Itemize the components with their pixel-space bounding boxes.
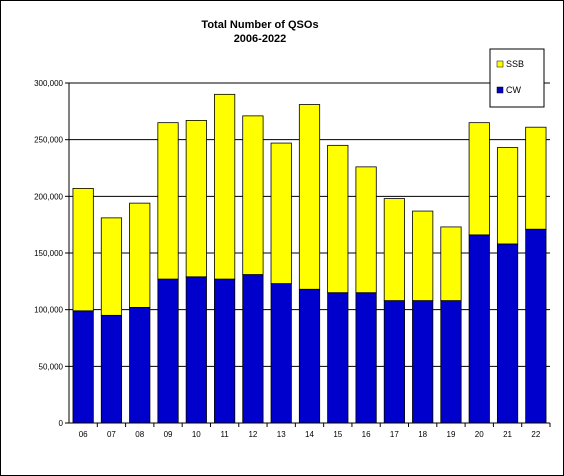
axes (68, 83, 550, 424)
x-tick-label: 06 (79, 430, 88, 439)
x-tick-label: 21 (503, 430, 512, 439)
bar-ssb-19 (440, 226, 462, 301)
x-tick-label: 11 (220, 430, 229, 439)
legend-swatch-cw (496, 86, 504, 94)
y-tick-label: 50,000 (39, 362, 64, 371)
bar-cw-22 (525, 228, 547, 424)
bar-ssb-16 (355, 166, 377, 294)
bar-ssb-09 (157, 122, 179, 280)
legend: SSB CW (489, 48, 545, 108)
bar-cw-19 (440, 300, 462, 424)
bar-cw-13 (270, 283, 292, 424)
bar-cw-07 (100, 314, 123, 424)
bar-cw-12 (242, 274, 264, 424)
bar-cw-20 (468, 234, 490, 424)
bar-cw-15 (327, 292, 349, 424)
x-tick-labels: 06 07 08 09 10 11 12 13 14 15 16 17 18 19 20 21 22 (79, 430, 541, 439)
x-tick-label: 17 (390, 430, 399, 439)
x-tick-label: 12 (248, 430, 257, 439)
x-tick-label: 15 (333, 430, 342, 439)
bar-cw-08 (129, 306, 151, 424)
legend-label-ssb: SSB (506, 59, 524, 69)
bar-ssb-14 (298, 104, 321, 290)
chart-title: Total Number of QSOs (201, 19, 318, 31)
x-tick-label: 13 (277, 430, 286, 439)
x-tick-label: 16 (362, 430, 371, 439)
bar-ssb-13 (270, 142, 292, 285)
bar-ssb-06 (72, 187, 94, 312)
bar-ssb-15 (327, 144, 349, 294)
bar-ssb-07 (100, 217, 123, 316)
bar-ssb-20 (468, 122, 490, 236)
x-tick-label: 09 (164, 430, 173, 439)
bar-cw-18 (412, 300, 434, 424)
bars (72, 93, 551, 427)
x-tick-label: 08 (135, 430, 144, 439)
bar-cw-10 (185, 276, 207, 424)
bar-cw-11 (214, 278, 236, 424)
bar-ssb-12 (242, 115, 264, 275)
y-tick-label: 150,000 (34, 249, 63, 258)
legend-label-cw: CW (506, 85, 521, 95)
bar-cw-14 (298, 288, 321, 424)
x-tick-label: 07 (107, 430, 116, 439)
y-tick-label: 0 (59, 419, 64, 428)
x-tick-label: 22 (531, 430, 540, 439)
bar-ssb-22 (525, 126, 547, 230)
x-tick-label: 19 (447, 430, 456, 439)
x-tick-label: 20 (475, 430, 484, 439)
bar-cw-16 (355, 292, 377, 424)
bar-cw-09 (157, 278, 179, 424)
bar-cw-17 (383, 300, 405, 424)
bar-cw-21 (496, 243, 519, 424)
y-tick-label: 200,000 (34, 192, 63, 201)
bar-ssb-17 (383, 198, 405, 302)
legend-box (489, 48, 545, 108)
x-tick-label: 14 (305, 430, 314, 439)
chart-subtitle: 2006-2022 (234, 33, 287, 45)
x-tick-label: 10 (192, 430, 201, 439)
bar-ssb-08 (129, 202, 151, 308)
bar-ssb-11 (214, 93, 236, 280)
y-tick-label: 300,000 (34, 79, 63, 88)
legend-swatch-ssb (496, 60, 504, 68)
bar-ssb-10 (185, 120, 207, 278)
y-tick-label: 100,000 (34, 306, 63, 315)
bar-ssb-21 (496, 147, 519, 245)
x-tick-label: 18 (418, 430, 427, 439)
bar-ssb-18 (412, 210, 434, 301)
y-tick-labels: 0 50,000 100,000 150,000 200,000 250,000 300,0… (34, 79, 63, 428)
y-tick-label: 250,000 (34, 136, 63, 145)
bar-cw-06 (72, 310, 94, 424)
